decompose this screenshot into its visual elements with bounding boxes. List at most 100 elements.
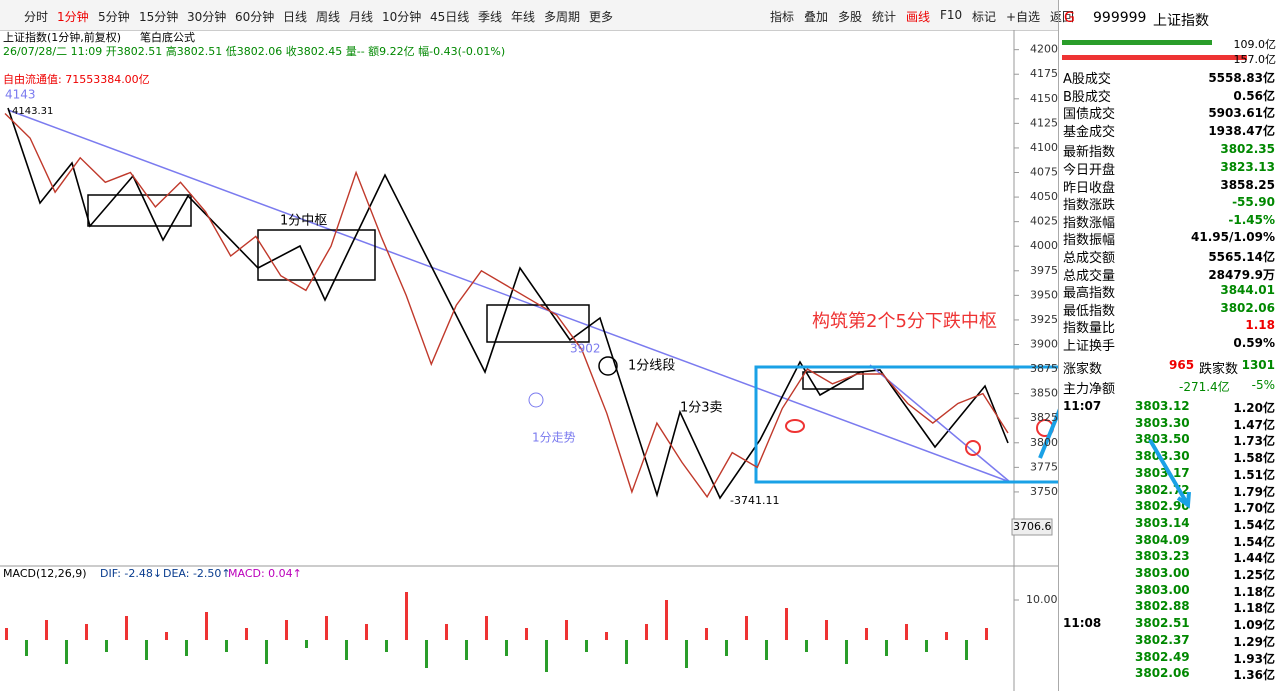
tool-button[interactable]: +自选 (1006, 10, 1041, 24)
row-label: 指数涨跌 (1063, 198, 1116, 214)
tab[interactable]: 分时 (24, 10, 49, 24)
tab[interactable]: 15分钟 (139, 10, 179, 24)
y-tick-label: 3850 (1030, 387, 1058, 400)
y-tick-label: 4000 (1030, 239, 1058, 252)
row-value: 5903.61亿 (1208, 106, 1275, 121)
annotation: 4143 (5, 88, 36, 102)
macd-bar (645, 624, 648, 640)
row-value: 3802.06 (1220, 300, 1275, 315)
tick-price: 3804.09 (1135, 532, 1190, 547)
row-value: -55.90 (1232, 195, 1275, 210)
macd-bar (485, 616, 488, 640)
macd-bar (5, 628, 8, 640)
row-label: 最高指数 (1063, 286, 1116, 302)
macd-dif: DIF: -2.48↓ (100, 567, 162, 580)
bar-value: 157.0亿 (1233, 53, 1277, 66)
annotation: 4143.31 (12, 106, 53, 117)
tick-volume: 1.79亿 (1233, 484, 1275, 499)
tab[interactable]: 5分钟 (98, 10, 130, 24)
macd-label: MACD(12,26,9) (3, 567, 87, 580)
marker (598, 356, 618, 376)
tick-price: 3802.49 (1135, 649, 1190, 664)
y-tick-label: 3900 (1030, 338, 1058, 351)
tab[interactable]: 60分钟 (235, 10, 275, 24)
tool-button[interactable]: 指标 (770, 10, 795, 24)
stroke-lines (7, 107, 1009, 500)
tab[interactable]: 1分钟 (57, 10, 89, 24)
tool-button[interactable]: 叠加 (804, 10, 829, 24)
tab[interactable]: 更多 (589, 10, 614, 24)
code: 999999 (1093, 10, 1147, 26)
cursor-box (1011, 518, 1053, 536)
macd-bar (265, 640, 268, 664)
tool-button[interactable]: 统计 (872, 10, 897, 24)
tab[interactable]: 多周期 (544, 10, 581, 24)
tick-price: 3802.06 (1135, 666, 1190, 681)
macd-bar (145, 640, 148, 660)
market-flag: G (1064, 10, 1075, 26)
macd-bar (425, 640, 428, 668)
tab[interactable]: 日线 (283, 10, 308, 24)
row-value: 3858.25 (1220, 177, 1275, 192)
macd-bar (405, 592, 408, 640)
tick-volume: 1.44亿 (1233, 551, 1275, 566)
tab[interactable]: 10分钟 (382, 10, 422, 24)
macd-bar (65, 640, 68, 664)
row-label: 总成交量 (1063, 268, 1116, 284)
macd-bar (805, 640, 808, 652)
y-tick-label: 4050 (1030, 190, 1058, 203)
marker (785, 419, 805, 433)
macd-bar (885, 640, 888, 656)
macd-bar (685, 640, 688, 668)
y-tick-label: 3975 (1030, 264, 1058, 277)
macd-bar (625, 640, 628, 664)
macd-bar (445, 624, 448, 640)
macd-bar (825, 620, 828, 640)
row-label: 基金成交 (1063, 124, 1116, 140)
tab[interactable]: 周线 (316, 10, 341, 24)
quote-panel: G 999999 上证指数 109.0亿 157.0亿 A股成交 5558.83亿 B股成交 0… (1058, 0, 1280, 691)
annotation: -3741.11 (730, 494, 779, 507)
annotation: 3902 (570, 342, 601, 356)
annotation: 1分走势 (532, 431, 576, 445)
tick-time: 11:07 (1063, 399, 1102, 413)
center-box (257, 229, 376, 281)
chart-title: 上证指数(1分钟,前复权) (3, 30, 121, 44)
y-tick-label: 3750 (1030, 485, 1058, 498)
center-box (486, 304, 590, 343)
y-tick-label: 3800 (1030, 436, 1058, 449)
row-label: 上证换手 (1063, 339, 1116, 354)
y-tick-label: 3950 (1030, 288, 1058, 301)
tick-price: 3802.72 (1135, 482, 1190, 497)
macd-bar (45, 620, 48, 640)
tool-button[interactable]: F10 (940, 8, 963, 22)
row-label: 最低指数 (1063, 303, 1116, 319)
tab[interactable]: 季线 (478, 10, 503, 24)
tick-price: 3803.12 (1135, 399, 1190, 413)
macd-bar (765, 640, 768, 660)
row-label: 总成交额 (1063, 251, 1116, 266)
macd-bar (465, 640, 468, 660)
main-pct: -5% (1251, 378, 1275, 392)
tab[interactable]: 月线 (349, 10, 374, 24)
macd-bar (965, 640, 968, 660)
tool-button[interactable]: 多股 (838, 10, 863, 24)
tick-volume: 1.51亿 (1233, 467, 1275, 482)
tool-button[interactable]: 返回 (1050, 10, 1075, 24)
center-box (802, 371, 864, 390)
tick-volume: 1.20亿 (1233, 401, 1275, 415)
row-value: 41.95/1.09% (1191, 230, 1275, 245)
macd-bar (325, 616, 328, 640)
row-label: 最新指数 (1063, 145, 1116, 161)
tool-button[interactable]: 画线 (906, 10, 931, 24)
up-count: 965 (1169, 358, 1195, 372)
tab[interactable]: 30分钟 (187, 10, 227, 24)
tool-button[interactable]: 标记 (972, 10, 997, 24)
toolbar: 分时 1分钟 5分钟 15分钟 30分钟 60分钟 日线 周线 月线 10分钟 45日线 季线 年线 多周… (0, 0, 1074, 31)
y-tick-label: 4025 (1030, 215, 1058, 228)
tab[interactable]: 年线 (511, 10, 536, 24)
macd-bar (985, 628, 988, 640)
tick-volume: 1.36亿 (1233, 668, 1275, 683)
tab[interactable]: 45日线 (430, 10, 470, 24)
